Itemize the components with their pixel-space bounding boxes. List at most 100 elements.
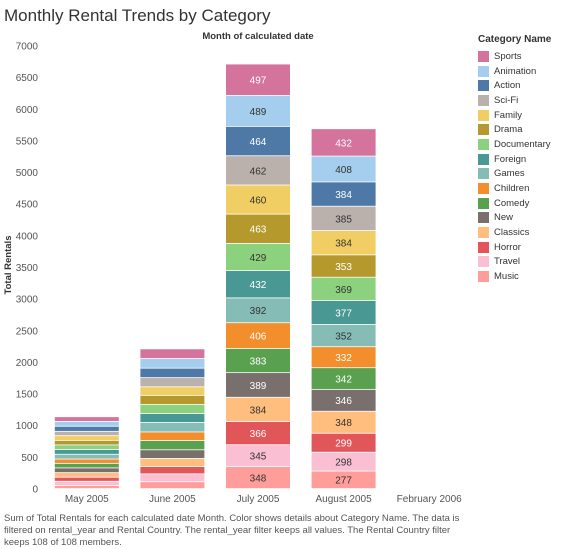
bar-segment-classics [54, 473, 119, 477]
y-tick-label: 5500 [16, 136, 39, 147]
bar-segment-action [140, 368, 205, 378]
legend-swatch [478, 212, 489, 224]
bar-segment-sci-fi [226, 156, 290, 185]
legend-label: Games [494, 168, 525, 180]
bar-value-label: 346 [335, 396, 352, 407]
legend-item-children[interactable]: Children [478, 181, 578, 196]
bar-value-label: 408 [335, 165, 352, 176]
bar-segment-drama [54, 440, 119, 445]
legend-label: Sports [494, 50, 522, 62]
bar-value-label: 463 [250, 225, 267, 236]
bar-value-label: 345 [250, 452, 267, 463]
bar-segment-comedy [140, 440, 205, 450]
bar-segment-horror [311, 433, 376, 452]
bar-segment-action [54, 426, 119, 431]
bar-segment-sci-fi [140, 378, 205, 387]
bar-value-label: 497 [250, 76, 267, 87]
bar-value-label: 432 [335, 138, 352, 149]
legend-item-documentary[interactable]: Documentary [478, 137, 578, 152]
legend-item-comedy[interactable]: Comedy [478, 196, 578, 211]
bar-value-label: 462 [250, 166, 267, 177]
bar-segment-music [226, 466, 290, 489]
bar-segment-classics [140, 458, 205, 467]
bar-value-label: 392 [250, 306, 267, 317]
legend-swatch [478, 109, 489, 121]
legend-item-sports[interactable]: Sports [478, 49, 578, 64]
bar-segment-family [226, 185, 290, 214]
bar-segment-children [140, 432, 205, 441]
bar-segment-travel [140, 474, 205, 482]
legend-label: Family [494, 109, 522, 121]
bar-value-label: 299 [335, 439, 352, 450]
bar-segment-foreign [140, 414, 205, 423]
bar-segment-drama [140, 395, 205, 405]
stacked-bar-chart: Month of calculated date Total Rentals 0… [3, 31, 462, 505]
bar-segment-children [226, 323, 290, 349]
legend-swatch [478, 50, 489, 62]
bar-value-label: 366 [250, 429, 267, 440]
bar-segment-games [311, 324, 376, 347]
bar-value-label: 406 [250, 331, 267, 342]
bar-segment-sports [311, 129, 376, 156]
legend-item-horror[interactable]: Horror [478, 240, 578, 255]
legend-item-sci-fi[interactable]: Sci-Fi [478, 93, 578, 108]
legend-item-travel[interactable]: Travel [478, 255, 578, 270]
bar-value-label: 432 [250, 280, 267, 291]
y-tick-label: 5000 [16, 168, 39, 179]
bar-segment-horror [140, 466, 205, 474]
legend-item-animation[interactable]: Animation [478, 64, 578, 79]
bar-value-label: 277 [335, 476, 352, 487]
bar-segment-music [140, 482, 205, 489]
legend-swatch [478, 138, 489, 150]
legend-item-classics[interactable]: Classics [478, 225, 578, 240]
bar-segment-foreign [226, 270, 290, 298]
legend-label: Sci-Fi [494, 94, 519, 106]
chart-caption: Sum of Total Rentals for each calculated… [4, 513, 460, 548]
y-tick-label: 1000 [16, 421, 39, 432]
y-tick-label: 7000 [16, 42, 39, 53]
legend-swatch [478, 256, 489, 268]
bar-segment-travel [311, 452, 376, 471]
bar-segment-new [140, 450, 205, 459]
legend-label: Documentary [494, 138, 551, 150]
legend-label: Foreign [494, 153, 527, 165]
y-tick-label: 1500 [16, 390, 39, 401]
legend: Category Name Sports Animation Action Sci-F… [478, 34, 578, 284]
bar-segment-comedy [311, 368, 376, 389]
bar-segment-children [54, 459, 119, 463]
legend-label: New [494, 212, 514, 224]
legend-item-drama[interactable]: Drama [478, 122, 578, 137]
bar-segment-sports [54, 417, 119, 421]
legend-swatch [478, 153, 489, 165]
legend-item-foreign[interactable]: Foreign [478, 152, 578, 167]
legend-item-action[interactable]: Action [478, 78, 578, 93]
bar-segment-new [226, 373, 290, 397]
x-tick-label: June 2005 [149, 494, 196, 505]
legend-item-family[interactable]: Family [478, 108, 578, 123]
bar-segment-animation [140, 358, 205, 368]
y-tick-label: 2500 [16, 326, 39, 337]
bar-value-label: 298 [335, 458, 352, 469]
bar-value-label: 389 [250, 381, 267, 392]
bar-segment-comedy [226, 348, 290, 373]
legend-swatch [478, 183, 489, 195]
bar-segment-documentary [226, 243, 290, 271]
legend-title: Category Name [478, 34, 552, 45]
legend-swatch [478, 80, 489, 92]
y-tick-label: 2000 [16, 358, 39, 369]
bar-value-label: 429 [250, 253, 267, 264]
legend-swatch [478, 197, 489, 209]
bar-value-label: 352 [335, 331, 352, 342]
x-tick-label: May 2005 [65, 494, 109, 505]
bar-segment-travel [54, 481, 119, 486]
bar-value-label: 348 [250, 473, 267, 484]
bar-value-label: 353 [335, 262, 352, 273]
legend-swatch [478, 271, 489, 283]
bar-segment-classics [311, 411, 376, 433]
bar-segment-drama [226, 214, 290, 244]
legend-item-new[interactable]: New [478, 211, 578, 226]
legend-item-games[interactable]: Games [478, 167, 578, 182]
legend-label: Classics [494, 227, 530, 239]
legend-item-music[interactable]: Music [478, 269, 578, 284]
legend-swatch [478, 65, 489, 77]
